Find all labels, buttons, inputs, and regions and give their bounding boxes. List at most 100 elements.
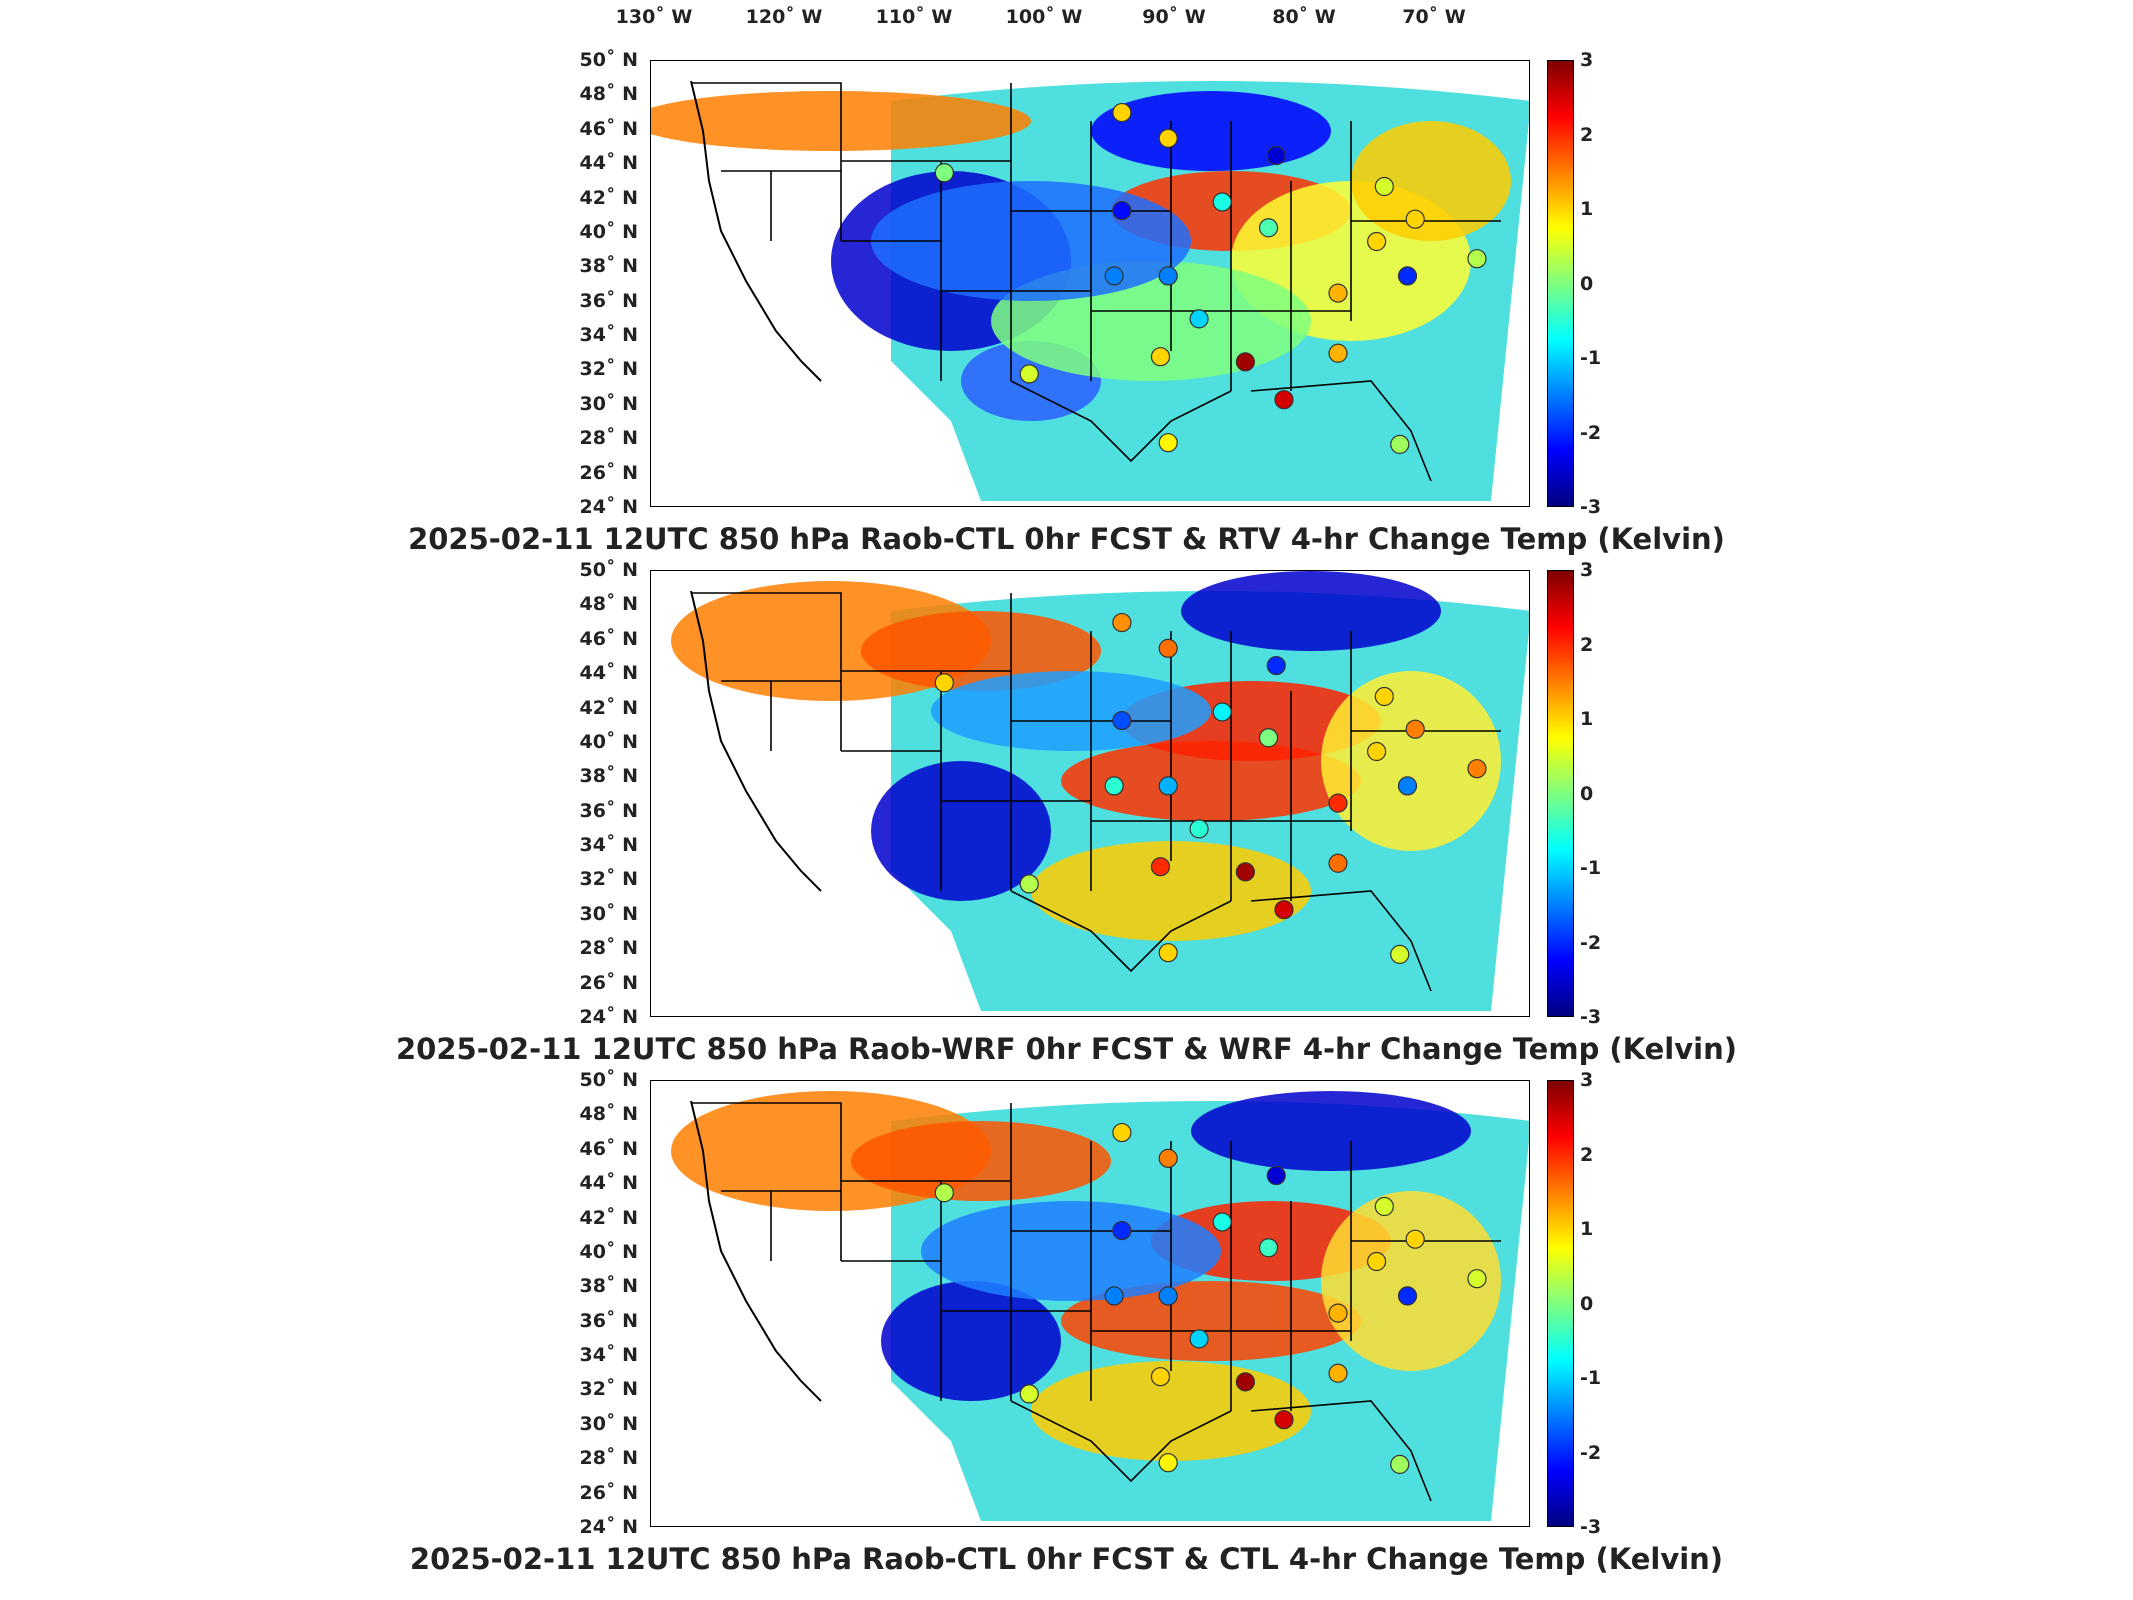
panel-title: 2025-02-11 12UTC 850 hPa Raob-WRF 0hr FC… [395,1032,1737,1066]
station-marker [1112,1220,1132,1241]
lon-label: 70˚ W [1402,6,1466,28]
station-marker [1274,1410,1294,1430]
colorbar-tick-label: -1 [1580,857,1602,879]
station-marker [1158,1453,1178,1473]
map-frame [650,570,1530,1017]
lat-label: 32˚ N [579,868,638,891]
field-blob [1321,671,1501,851]
station-marker [1405,719,1425,739]
lat-label: 24˚ N [579,496,638,518]
station-marker [1266,145,1286,166]
station-marker [1405,209,1425,229]
station-marker [1158,1286,1178,1306]
station-marker [1258,1238,1279,1258]
map-frame [650,60,1530,507]
station-marker [1467,1269,1487,1289]
lat-label: 46˚ N [579,117,638,140]
station-marker [1258,218,1279,238]
station-marker [1158,776,1178,796]
field-blob [1031,1361,1311,1461]
field-blob [1181,571,1441,651]
station-marker [1397,266,1418,286]
lat-label: 32˚ N [579,1378,638,1401]
lon-label: 130˚ W [615,6,693,28]
lat-label: 40˚ N [579,1240,638,1263]
field-blob [921,1201,1221,1301]
colorbar-tick-label: -3 [1580,1006,1602,1028]
state-border [691,592,842,751]
station-marker [1467,759,1487,779]
colorbar-tick-label: -3 [1580,496,1602,518]
colorbar-tick-label: -3 [1580,1516,1602,1538]
colorbar-tick-label: 3 [1580,1069,1594,1091]
lat-label: 34˚ N [579,834,638,857]
map-svg [671,1091,1529,1521]
station-marker [1104,1286,1124,1306]
lat-label: 30˚ N [579,1412,638,1435]
lat-label: 46˚ N [579,1137,638,1160]
colorbar-tick-label: 3 [1580,49,1594,71]
station-marker [1397,1286,1418,1306]
lat-label: 42˚ N [579,1206,638,1229]
station-marker [1258,728,1279,748]
lon-label: 80˚ W [1272,6,1336,28]
station-marker [1158,128,1178,148]
station-marker [934,1183,954,1203]
colorbar-tick-label: -1 [1580,1367,1602,1389]
lat-label: 48˚ N [579,83,638,106]
station-marker [1150,857,1171,877]
station-marker [1158,433,1178,453]
station-marker [1150,1367,1171,1387]
station-marker [1112,1122,1132,1143]
colorbar-tick-label: -2 [1580,931,1602,954]
station-marker [1328,343,1348,363]
lat-label: 50˚ N [579,49,638,71]
colorbar-tick-label: 1 [1580,1218,1594,1240]
colorbar-tick-label: 3 [1580,559,1594,581]
lat-label: 26˚ N [579,1481,638,1504]
station-marker [1019,874,1039,894]
colorbar-tick-label: 0 [1580,1292,1594,1315]
station-marker [1390,1454,1410,1474]
station-marker [1390,944,1410,964]
colorbar-tick-label: 1 [1580,198,1594,220]
state-border [691,1102,842,1261]
station-marker [1112,102,1132,123]
lat-label: 42˚ N [579,696,638,719]
station-marker [934,673,954,693]
colorbar-tick-label: -2 [1580,421,1602,444]
station-marker [1397,776,1418,796]
station-marker [1212,1212,1232,1232]
lat-label: 38˚ N [579,255,638,278]
station-marker [1374,176,1394,197]
station-marker [1112,200,1132,221]
field-blob [1061,741,1361,821]
lon-label: 110˚ W [875,6,953,28]
map-svg [651,80,1529,501]
station-marker [1274,900,1294,920]
lat-label: 26˚ N [579,461,638,484]
station-marker [1235,1372,1255,1392]
station-marker [1328,853,1348,873]
colorbar-tick-label: 2 [1580,123,1594,146]
colorbar-tick-label: 2 [1580,633,1594,656]
field-blob [1191,1091,1471,1171]
station-marker [1405,1229,1425,1249]
station-marker [1367,1251,1387,1272]
panel-title: 2025-02-11 12UTC 850 hPa Raob-CTL 0hr FC… [408,522,1725,556]
lat-label: 44˚ N [579,152,638,175]
station-marker [1019,364,1039,384]
station-marker [1374,1196,1394,1217]
lat-label: 28˚ N [579,1447,638,1470]
lat-label: 36˚ N [579,289,638,312]
field-blob [851,1121,1111,1201]
lat-label: 38˚ N [579,765,638,788]
lat-label: 46˚ N [579,627,638,650]
station-marker [1112,612,1132,633]
station-marker [1328,1363,1348,1383]
lat-label: 50˚ N [579,1069,638,1091]
colorbar-tick-label: 2 [1580,1143,1594,1166]
station-marker [1212,702,1232,722]
station-marker [1158,266,1178,286]
station-marker [1274,390,1294,410]
